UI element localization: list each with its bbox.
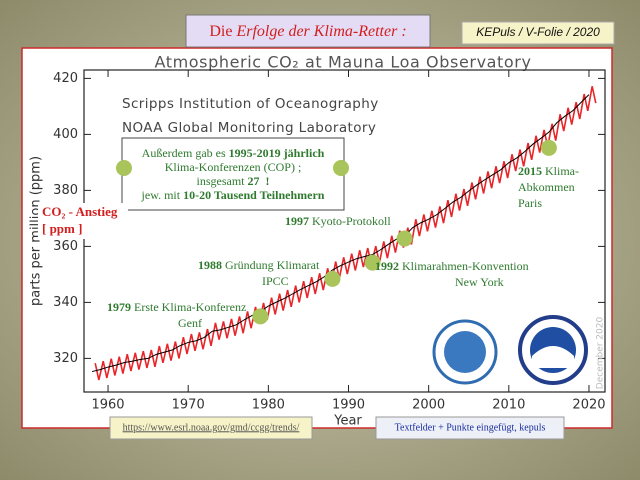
y-tick-label: 400: [53, 127, 78, 142]
chart-subtitle: Scripps Institution of Oceanography: [122, 96, 379, 112]
event-label: 1988 Gründung Klimarat: [198, 258, 320, 272]
event-point: [396, 230, 413, 247]
chart-note: December 2020: [596, 317, 606, 390]
x-tick-label: 2020: [572, 398, 605, 413]
chart-subtitle: NOAA Global Monitoring Laboratory: [122, 120, 376, 136]
cop-text: 27 !: [248, 174, 270, 188]
cop-line: Klima-Konferenzen (COP) ;: [165, 160, 302, 174]
title-prefix: Die: [209, 23, 232, 40]
y-tick-label: 360: [53, 239, 78, 254]
event-year: 1992: [375, 259, 399, 273]
box-dot: [333, 160, 349, 176]
event-year: 2015: [518, 164, 542, 178]
event-year: 1988: [198, 258, 222, 272]
co2-label-bg: [38, 203, 128, 239]
slide-title: Die Erfolge der Klima-Retter :: [209, 23, 406, 40]
x-tick-label: 1980: [252, 398, 285, 413]
event-point: [540, 139, 557, 156]
co2-label: [ ppm ]: [42, 221, 82, 236]
title-box: [185, 14, 431, 48]
event-label: Abkommen: [518, 180, 575, 194]
cop-text: jew. mit: [141, 188, 184, 202]
box-dot: [116, 160, 132, 176]
footer-note: Textfelder + Punkte eingefügt, kepuls: [395, 422, 546, 433]
x-tick-label: 2000: [412, 398, 445, 413]
cop-box: [121, 137, 345, 211]
x-tick-label: 1970: [172, 398, 205, 413]
event-text: Kyoto-Protokoll: [309, 214, 391, 228]
cop-line: insgesamt 27 !: [197, 174, 270, 188]
noaa-logo-bird: [532, 346, 574, 368]
event-point: [324, 270, 341, 287]
x-axis-label: Year: [333, 414, 362, 429]
y-tick-label: 340: [53, 295, 78, 310]
x-tick-label: 2010: [492, 398, 525, 413]
y-tick-label: 320: [53, 351, 78, 366]
series-line: [94, 86, 597, 381]
event-label: New York: [455, 275, 504, 289]
source-box: [109, 416, 313, 440]
event-year: 1979: [107, 300, 131, 314]
event-label: 2015 Klima-: [518, 164, 579, 178]
event-label: IPCC: [262, 274, 289, 288]
cop-line: Außerdem gab es 1995-2019 jährlich: [142, 146, 325, 160]
cop-text: insgesamt: [197, 174, 248, 188]
plot: Atmospheric CO₂ at Mauna Loa Observatory…: [29, 53, 606, 429]
logos: [432, 315, 588, 385]
slide-tag: KEPuls / V-Folie / 2020: [476, 25, 600, 39]
y-tick-label: 420: [53, 71, 78, 86]
event-label: Genf: [178, 316, 202, 330]
x-tick-label: 1960: [91, 398, 124, 413]
note-box: [375, 416, 565, 440]
scripps-logo-inner: [444, 331, 486, 373]
title-emphasis: Erfolge der Klima-Retter :: [235, 23, 406, 40]
event-year: 1997: [285, 214, 309, 228]
event-text: Klima-: [542, 164, 579, 178]
event-label: 1979 Erste Klima-Konferenz: [107, 300, 246, 314]
y-axis-label: parts per million (ppm): [29, 156, 44, 306]
co2-label: CO₂ - Anstieg: [42, 204, 118, 219]
cop-text: 10-20 Tausend Teilnehmern: [183, 188, 325, 202]
cop-text: 1995-2019 jährlich: [229, 146, 325, 160]
event-label: Paris: [518, 196, 542, 210]
event-text: Erste Klima-Konferenz: [131, 300, 246, 314]
chart-title: Atmospheric CO₂ at Mauna Loa Observatory: [154, 53, 531, 72]
x-tick-label: 1990: [332, 398, 365, 413]
cop-text: Außerdem gab es: [142, 146, 229, 160]
event-text: Klimarahmen-Konvention: [399, 259, 529, 273]
cop-line: jew. mit 10-20 Tausend Teilnehmern: [141, 188, 325, 202]
source-link[interactable]: https://www.esrl.noaa.gov/gmd/ccgg/trend…: [123, 422, 300, 433]
series-line: [91, 94, 590, 373]
cop-text: Klima-Konferenzen (COP) ;: [165, 160, 302, 174]
y-tick-label: 380: [53, 183, 78, 198]
event-point: [364, 254, 381, 271]
event-label: 1997 Kyoto-Protokoll: [285, 214, 391, 228]
tag-box: [461, 21, 615, 45]
event-text: Gründung Klimarat: [222, 258, 320, 272]
event-point: [252, 308, 269, 325]
event-label: 1992 Klimarahmen-Konvention: [375, 259, 529, 273]
